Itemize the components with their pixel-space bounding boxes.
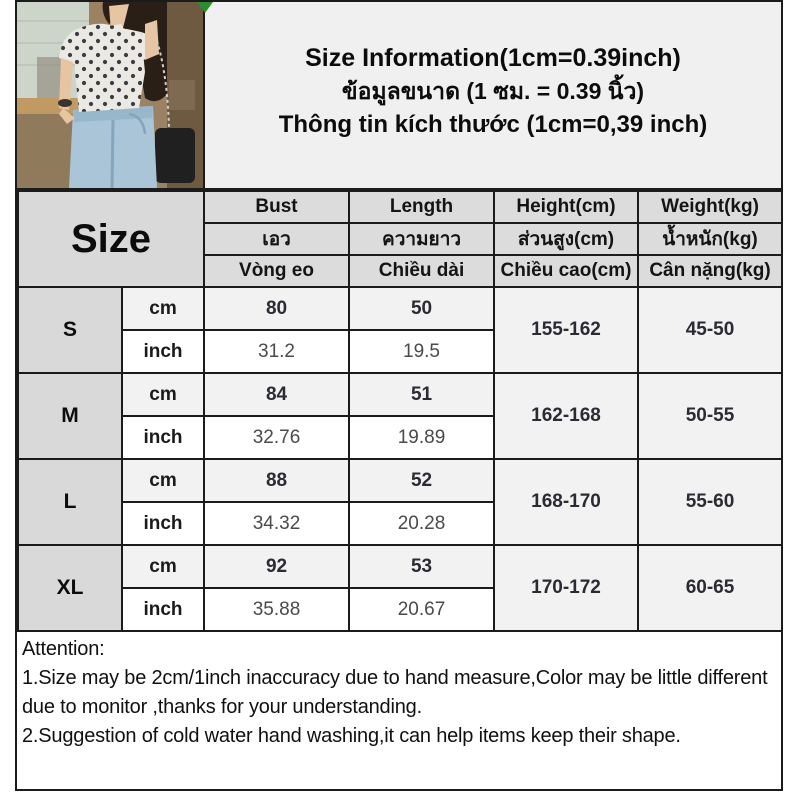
page-title-en: Size Information(1cm=0.39inch) bbox=[305, 44, 681, 72]
weight-range-value: 55-60 bbox=[637, 458, 784, 546]
size-header-cell: Size bbox=[16, 190, 206, 288]
unit-inch-cell: inch bbox=[120, 587, 206, 632]
size-label-cell: M bbox=[17, 372, 123, 460]
col-header-bust-th: เอว bbox=[203, 222, 351, 256]
col-header-bust-vi: Vòng eo bbox=[203, 254, 351, 288]
weight-range-value: 45-50 bbox=[637, 286, 784, 374]
table-row: XL cm 92 53 170-172 60-65 bbox=[17, 544, 784, 632]
product-photo-illustration bbox=[17, 2, 203, 188]
page-title-vi: Thông tin kích thước (1cm=0,39 inch) bbox=[278, 111, 708, 138]
height-range-value: 168-170 bbox=[493, 458, 640, 546]
bust-cm-value: 80 bbox=[203, 286, 351, 331]
table-row: inch 34.32 20.28 bbox=[18, 501, 782, 546]
bust-inch-value: 31.2 bbox=[203, 329, 351, 374]
length-inch-value: 19.89 bbox=[348, 415, 496, 460]
col-header-weight-vi: Cân nặng(kg) bbox=[637, 254, 784, 288]
col-header-bust-en: Bust bbox=[203, 190, 351, 224]
unit-cm-cell: cm bbox=[120, 544, 206, 589]
col-header-height-vi: Chiều cao(cm) bbox=[493, 254, 640, 288]
length-cm-value: 53 bbox=[348, 544, 496, 589]
attention-note-2: 2.Suggestion of cold water hand washing,… bbox=[22, 725, 681, 747]
length-inch-value: 20.28 bbox=[348, 501, 496, 546]
weight-range-value: 60-65 bbox=[637, 544, 784, 632]
title-block: Size Information(1cm=0.39inch) ข้อมูลขนา… bbox=[205, 2, 781, 188]
table-row: inch 31.2 19.5 bbox=[18, 329, 782, 374]
height-range-value: 170-172 bbox=[493, 544, 640, 632]
size-label-cell: XL bbox=[17, 544, 123, 632]
length-inch-value: 19.5 bbox=[348, 329, 496, 374]
size-table: Size Bust Length Height(cm) Weight(kg) เ… bbox=[16, 190, 784, 632]
col-header-weight-th: น้ำหนัก(kg) bbox=[637, 222, 784, 256]
table-row: inch 35.88 20.67 bbox=[18, 587, 782, 632]
col-header-height-th: ส่วนสูง(cm) bbox=[493, 222, 640, 256]
col-header-length-en: Length bbox=[348, 190, 496, 224]
page-title-th: ข้อมูลขนาด (1 ซม. = 0.39 นิ้ว) bbox=[341, 78, 645, 104]
length-cm-value: 51 bbox=[348, 372, 496, 417]
col-header-length-vi: Chiều dài bbox=[348, 254, 496, 288]
bust-cm-value: 84 bbox=[203, 372, 351, 417]
size-label-cell: L bbox=[17, 458, 123, 546]
unit-cm-cell: cm bbox=[120, 458, 206, 503]
height-range-value: 162-168 bbox=[493, 372, 640, 460]
attention-label: Attention: bbox=[22, 638, 105, 660]
unit-cm-cell: cm bbox=[120, 372, 206, 417]
unit-cm-cell: cm bbox=[120, 286, 206, 331]
unit-inch-cell: inch bbox=[120, 501, 206, 546]
col-header-weight-en: Weight(kg) bbox=[637, 190, 784, 224]
bust-cm-value: 92 bbox=[203, 544, 351, 589]
col-header-height-en: Height(cm) bbox=[493, 190, 640, 224]
unit-inch-cell: inch bbox=[120, 329, 206, 374]
length-cm-value: 52 bbox=[348, 458, 496, 503]
length-cm-value: 50 bbox=[348, 286, 496, 331]
unit-inch-cell: inch bbox=[120, 415, 206, 460]
col-header-length-th: ความยาว bbox=[348, 222, 496, 256]
length-inch-value: 20.67 bbox=[348, 587, 496, 632]
attention-section: Attention: 1.Size may be 2cm/1inch inacc… bbox=[17, 632, 781, 781]
height-range-value: 155-162 bbox=[493, 286, 640, 374]
size-chart-panel: Size Information(1cm=0.39inch) ข้อมูลขนา… bbox=[15, 0, 784, 791]
bust-cm-value: 88 bbox=[203, 458, 351, 503]
size-label-cell: S bbox=[17, 286, 123, 374]
product-photo bbox=[17, 2, 205, 188]
header-row: Size Information(1cm=0.39inch) ข้อมูลขนา… bbox=[17, 2, 781, 190]
weight-range-value: 50-55 bbox=[637, 372, 784, 460]
bust-inch-value: 34.32 bbox=[203, 501, 351, 546]
table-row: inch 32.76 19.89 bbox=[18, 415, 782, 460]
bust-inch-value: 35.88 bbox=[203, 587, 351, 632]
attention-note-1: 1.Size may be 2cm/1inch inaccuracy due t… bbox=[22, 667, 768, 718]
green-corner-marker bbox=[197, 2, 213, 13]
bust-inch-value: 32.76 bbox=[203, 415, 351, 460]
